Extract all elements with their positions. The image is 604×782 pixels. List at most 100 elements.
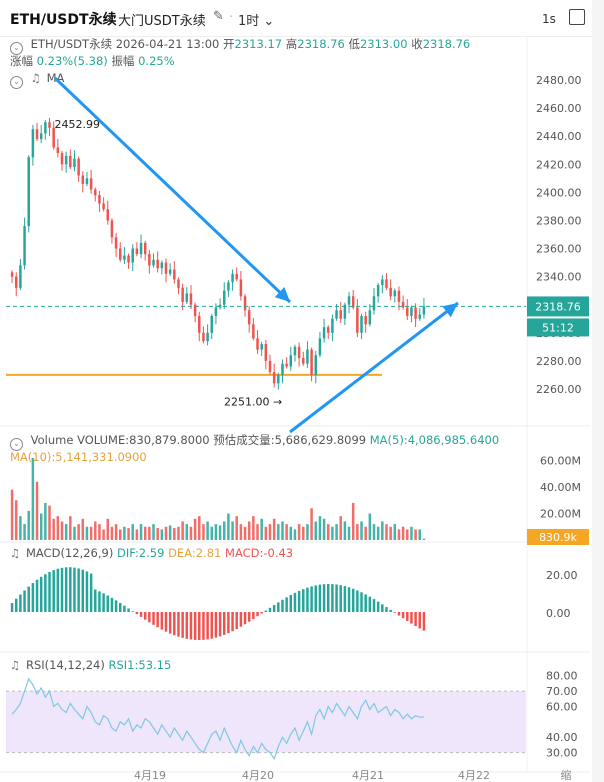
macd-bar (285, 597, 288, 612)
volume-bar (372, 524, 376, 540)
price-tick: 2260.00 (536, 383, 582, 396)
macd-bar (281, 599, 284, 612)
candle (73, 158, 76, 168)
volume-bar (148, 526, 151, 540)
right-scrollbar[interactable] (592, 0, 604, 782)
volume-bar (189, 526, 193, 540)
candle (239, 279, 243, 297)
candle (69, 155, 72, 168)
volume-bar (235, 516, 238, 540)
candle (181, 287, 184, 302)
macd-bar (31, 583, 35, 612)
volume-bar (214, 524, 218, 540)
volume-bar (285, 524, 288, 540)
volume-bar (397, 529, 401, 540)
candle (401, 301, 405, 308)
volume-bar (335, 524, 338, 540)
volume-bar (297, 524, 301, 540)
candle (135, 248, 139, 255)
macd-bar (231, 612, 234, 632)
macd-bar (272, 605, 276, 612)
candle (89, 178, 93, 190)
price-tick: 2280.00 (536, 355, 582, 368)
macd-bar (302, 589, 305, 612)
volume-bar (118, 529, 122, 540)
candle (326, 327, 330, 333)
candle (252, 324, 255, 339)
macd-bar (343, 586, 347, 612)
macd-bar (168, 612, 172, 634)
macd-bar (347, 587, 351, 612)
macd-bar (173, 612, 176, 636)
volume-bar (177, 526, 180, 540)
collapse-volume-icon[interactable]: ⌄ (10, 438, 23, 451)
volume-bar (60, 521, 64, 540)
volume-bar (85, 526, 89, 540)
volume-bar (322, 518, 326, 540)
collapse-ma-icon[interactable]: ⌄ (10, 76, 23, 89)
candle (127, 255, 130, 263)
timeframe-selector[interactable]: 1时 ⌄ (238, 10, 274, 29)
candle (114, 237, 118, 249)
volume-bar (393, 524, 397, 540)
macd-bell-icon[interactable]: ♫ (10, 546, 21, 560)
macd-bar (102, 593, 105, 612)
volume-bar (73, 526, 76, 540)
volume-bar (19, 516, 22, 540)
candle (314, 355, 318, 375)
bell-icon[interactable]: ♫ (30, 71, 41, 85)
macd-bar (139, 612, 143, 617)
macd-bar (397, 612, 401, 616)
volume-bar (44, 502, 47, 540)
candle (206, 332, 209, 342)
fullscreen-icon[interactable] (569, 9, 585, 25)
volume-bar (364, 526, 367, 540)
down-trend-arrow (53, 76, 292, 304)
candle (272, 372, 276, 384)
candle (364, 315, 367, 325)
macd-bar (227, 612, 230, 634)
volume-bar (310, 508, 313, 540)
low-label: 低 (348, 37, 360, 51)
collapse-icon[interactable]: ⌄ (10, 42, 23, 55)
macd-bar (360, 592, 363, 612)
candle (381, 279, 384, 286)
high-value: 2318.76 (297, 37, 345, 51)
amp-label: 振幅 (111, 54, 135, 68)
macd-bar (177, 612, 180, 637)
candle (268, 360, 272, 373)
macd-bar (156, 612, 159, 628)
candle (256, 338, 259, 350)
candle (152, 259, 155, 266)
high-marker: 2452.99 (55, 118, 101, 131)
volume-bar (339, 516, 342, 540)
edit-icon[interactable]: ✎ (213, 9, 224, 24)
candle (260, 344, 263, 350)
volume-bar (69, 516, 72, 540)
volume-bar (218, 525, 222, 540)
candle (235, 273, 238, 280)
rsi-tick: 80.00 (546, 670, 578, 683)
pair-title[interactable]: ETH/USDT永续 (10, 12, 117, 28)
candle (19, 265, 22, 288)
candle (389, 287, 392, 297)
macd-bar (372, 599, 376, 612)
candle (56, 147, 60, 154)
rsi-bell-icon[interactable]: ♫ (10, 658, 21, 672)
macd-bar (393, 612, 397, 613)
volume-bar (406, 529, 409, 540)
volume-bar (256, 524, 259, 540)
chevron-down-icon: ⌄ (263, 14, 275, 29)
volume-bar (264, 526, 268, 540)
timeframe-label: 1时 (238, 14, 260, 29)
macd-bar (256, 612, 259, 617)
macd-bar (135, 612, 139, 615)
current-price-text: 2318.76 (535, 300, 581, 313)
macd-bar (160, 612, 164, 630)
macd-bar (297, 590, 301, 612)
rsi-band (6, 691, 526, 753)
rsi-value: RSI1:53.15 (108, 658, 172, 672)
interval-button[interactable]: 1s (542, 12, 556, 26)
macd-bar (85, 571, 89, 612)
